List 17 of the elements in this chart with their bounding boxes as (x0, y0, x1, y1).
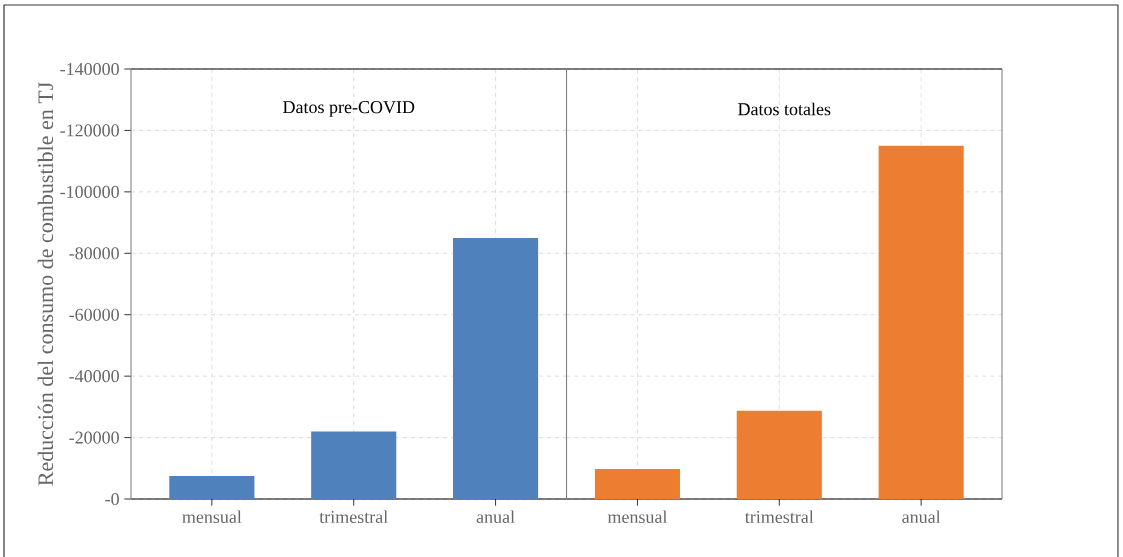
x-tick-label: trimestral (744, 510, 814, 524)
x-tick-label: anual (902, 510, 941, 524)
y-tick-label: -140000 (60, 62, 119, 76)
y-tick-label: -120000 (60, 124, 119, 137)
y-tick-label: -0 (105, 492, 119, 506)
y-tick-label: -20000 (69, 431, 119, 444)
x-tick-label: trimestral (319, 510, 388, 524)
y-tick-label: -100000 (60, 185, 119, 198)
y-tick-label: -80000 (69, 247, 119, 260)
y-axis-title: Reducción del consumo de combustible en TJ (37, 82, 54, 486)
annotation: Datos pre-COVID (283, 101, 415, 117)
x-tick-label: anual (476, 510, 515, 524)
y-tick-label: -60000 (69, 308, 119, 321)
annotation: Datos totales (738, 102, 831, 116)
x-tick-label: mensual (607, 510, 668, 524)
y-tick-label: -40000 (69, 370, 119, 383)
x-tick-label: mensual (182, 510, 242, 524)
